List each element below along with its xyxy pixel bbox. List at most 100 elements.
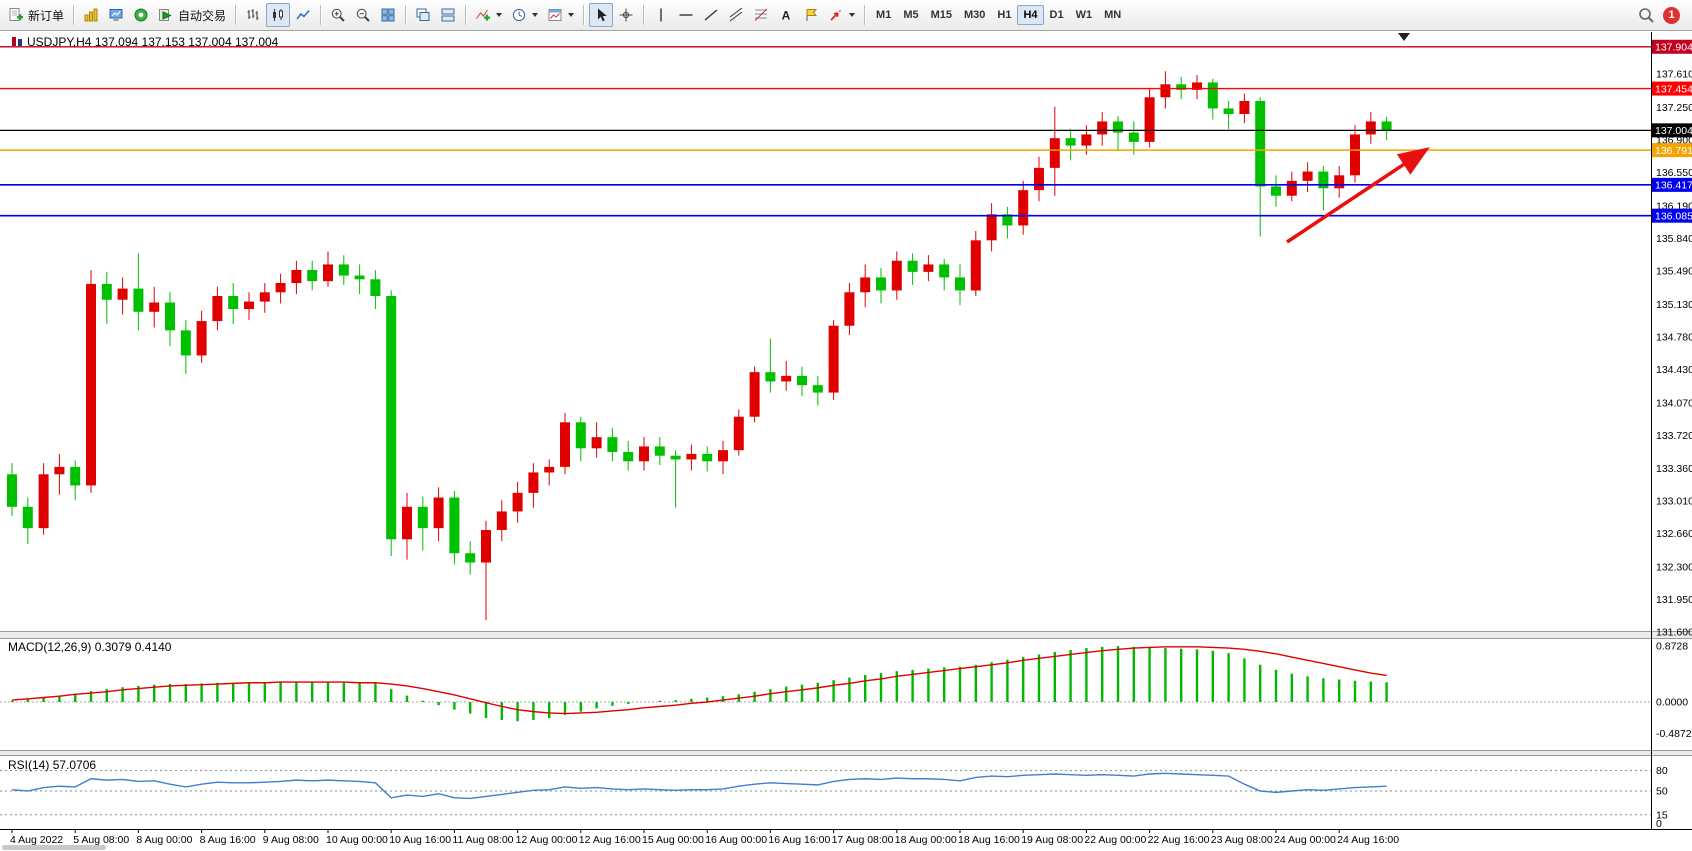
horizontal-line-icon bbox=[679, 14, 693, 16]
svg-text:135.130: 135.130 bbox=[1656, 299, 1692, 311]
main-toolbar: 新订单 自动交易 bbox=[0, 0, 1692, 31]
svg-text:12 Aug 16:00: 12 Aug 16:00 bbox=[579, 834, 641, 846]
vertical-line-icon bbox=[660, 8, 662, 22]
timeframe-M5[interactable]: M5 bbox=[903, 9, 919, 21]
label-icon bbox=[806, 9, 818, 21]
autotrade-button[interactable]: 自动交易 bbox=[154, 3, 230, 27]
cursor-icon bbox=[598, 8, 607, 22]
bar-chart-icon bbox=[247, 9, 259, 20]
chart-shift-marker[interactable] bbox=[1398, 33, 1410, 41]
templates-button[interactable] bbox=[543, 3, 578, 27]
zoom-out-button[interactable] bbox=[351, 3, 375, 27]
autotrade-label: 自动交易 bbox=[178, 8, 227, 23]
rsi-value: 57.0706 bbox=[52, 758, 97, 772]
time-axis[interactable]: 4 Aug 2022 5 Aug 08:00 8 Aug 00:00 8 Aug 16… bbox=[10, 829, 1399, 846]
svg-text:136.791: 136.791 bbox=[1655, 145, 1692, 157]
svg-text:4 Aug 2022: 4 Aug 2022 bbox=[10, 834, 63, 846]
svg-text:137.004: 137.004 bbox=[1655, 125, 1692, 137]
search-icon[interactable] bbox=[1638, 7, 1655, 24]
svg-text:50: 50 bbox=[1656, 786, 1668, 798]
trendline-tool-button[interactable] bbox=[699, 3, 723, 27]
notification-badge[interactable]: 1 bbox=[1663, 6, 1680, 24]
zoom-in-button[interactable] bbox=[326, 3, 350, 27]
svg-text:17 Aug 08:00: 17 Aug 08:00 bbox=[832, 834, 894, 846]
arrow-shape-icon bbox=[830, 10, 842, 21]
tile-horizontal-button[interactable] bbox=[436, 3, 460, 27]
dropdown-caret-icon bbox=[496, 13, 503, 17]
crosshair-tool-button[interactable] bbox=[614, 3, 638, 27]
svg-text:10 Aug 16:00: 10 Aug 16:00 bbox=[389, 834, 451, 846]
price-axis[interactable]: 137.610137.250136.900136.550136.190135.8… bbox=[1656, 69, 1692, 639]
svg-text:131.600: 131.600 bbox=[1656, 627, 1692, 639]
toolbar-separator bbox=[320, 5, 322, 25]
timeframe-H4[interactable]: H4 bbox=[1017, 5, 1044, 25]
arrows-tool-button[interactable] bbox=[824, 3, 859, 27]
template-icon bbox=[548, 9, 562, 21]
horizontal-line-tool-button[interactable] bbox=[674, 3, 698, 27]
chart-canvas[interactable]: 137.610137.250136.900136.550136.190135.8… bbox=[0, 32, 1692, 851]
indicators-button[interactable] bbox=[471, 3, 506, 27]
new-order-button[interactable]: 新订单 bbox=[4, 3, 68, 27]
svg-text:22 Aug 16:00: 22 Aug 16:00 bbox=[1148, 834, 1210, 846]
svg-text:134.780: 134.780 bbox=[1656, 331, 1692, 343]
toolbar-separator bbox=[643, 5, 645, 25]
channel-icon bbox=[729, 7, 743, 22]
svg-text:133.720: 133.720 bbox=[1656, 430, 1692, 442]
alerts-icon bbox=[134, 8, 148, 22]
tile-windows-button[interactable] bbox=[376, 3, 400, 27]
svg-text:134.430: 134.430 bbox=[1656, 364, 1692, 376]
toolbar-separator bbox=[73, 5, 75, 25]
cursor-tool-button[interactable] bbox=[589, 3, 614, 27]
new-chart-button[interactable] bbox=[79, 3, 103, 27]
zoom-out-icon bbox=[356, 8, 370, 22]
vertical-line-tool-button[interactable] bbox=[649, 3, 673, 27]
timeframe-M30[interactable]: M30 bbox=[964, 9, 986, 21]
timeframe-group: M1 M5 M15 M30 H1 H4 D1 W1 MN bbox=[870, 5, 1127, 25]
svg-text:132.660: 132.660 bbox=[1656, 528, 1692, 540]
profiles-icon bbox=[109, 9, 123, 21]
timeframe-M15[interactable]: M15 bbox=[930, 9, 952, 21]
fibonacci-tool-button[interactable] bbox=[749, 3, 773, 27]
toolbar-separator bbox=[405, 5, 407, 25]
line-chart-type-button[interactable] bbox=[291, 3, 315, 27]
svg-text:-0.4872: -0.4872 bbox=[1656, 728, 1692, 740]
tile-horizontal-icon bbox=[441, 8, 455, 22]
svg-text:10 Aug 00:00: 10 Aug 00:00 bbox=[326, 834, 388, 846]
profiles-button[interactable] bbox=[104, 3, 128, 27]
indicators-icon bbox=[476, 9, 491, 21]
channel-tool-button[interactable] bbox=[724, 3, 748, 27]
candles-chart-type-button[interactable] bbox=[266, 3, 291, 27]
rsi-panel-label: RSI(14) 57.0706 bbox=[8, 758, 96, 772]
timeframe-M1[interactable]: M1 bbox=[876, 9, 892, 21]
dropdown-caret-icon bbox=[568, 13, 575, 17]
dropdown-caret-icon bbox=[849, 13, 856, 17]
svg-text:135.840: 135.840 bbox=[1656, 233, 1692, 245]
chart-hscrollbar-thumb[interactable] bbox=[2, 845, 106, 850]
cascade-windows-icon bbox=[416, 8, 430, 21]
svg-text:12 Aug 00:00: 12 Aug 00:00 bbox=[516, 834, 578, 846]
svg-text:133.010: 133.010 bbox=[1656, 496, 1692, 508]
timeframe-W1[interactable]: W1 bbox=[1075, 9, 1093, 21]
periods-button[interactable] bbox=[507, 3, 542, 27]
timeframe-MN[interactable]: MN bbox=[1104, 9, 1122, 21]
text-icon: A bbox=[782, 9, 791, 23]
trend-arrow-annotation[interactable] bbox=[1286, 147, 1430, 244]
bars-chart-type-button[interactable] bbox=[241, 3, 265, 27]
toolbar-separator bbox=[235, 5, 237, 25]
timeframe-H1[interactable]: H1 bbox=[997, 9, 1012, 21]
svg-text:11 Aug 08:00: 11 Aug 08:00 bbox=[452, 834, 513, 846]
text-tool-button[interactable]: A bbox=[774, 3, 798, 27]
svg-text:137.454: 137.454 bbox=[1655, 83, 1692, 95]
horizontal-line-objects[interactable]: 137.904 137.454 137.004 136.791 136.417 136.0… bbox=[0, 39, 1692, 223]
tile-windows-icon bbox=[381, 8, 395, 22]
svg-text:136.550: 136.550 bbox=[1656, 167, 1692, 179]
timeframe-D1[interactable]: D1 bbox=[1049, 9, 1064, 21]
cascade-windows-button[interactable] bbox=[411, 3, 435, 27]
alerts-button[interactable] bbox=[129, 3, 153, 27]
clock-icon bbox=[512, 8, 526, 22]
dropdown-caret-icon bbox=[532, 13, 539, 17]
text-label-tool-button[interactable] bbox=[799, 3, 823, 27]
chart-window-icon bbox=[12, 37, 22, 46]
svg-text:0.0000: 0.0000 bbox=[1656, 697, 1688, 709]
svg-text:137.904: 137.904 bbox=[1655, 42, 1692, 54]
